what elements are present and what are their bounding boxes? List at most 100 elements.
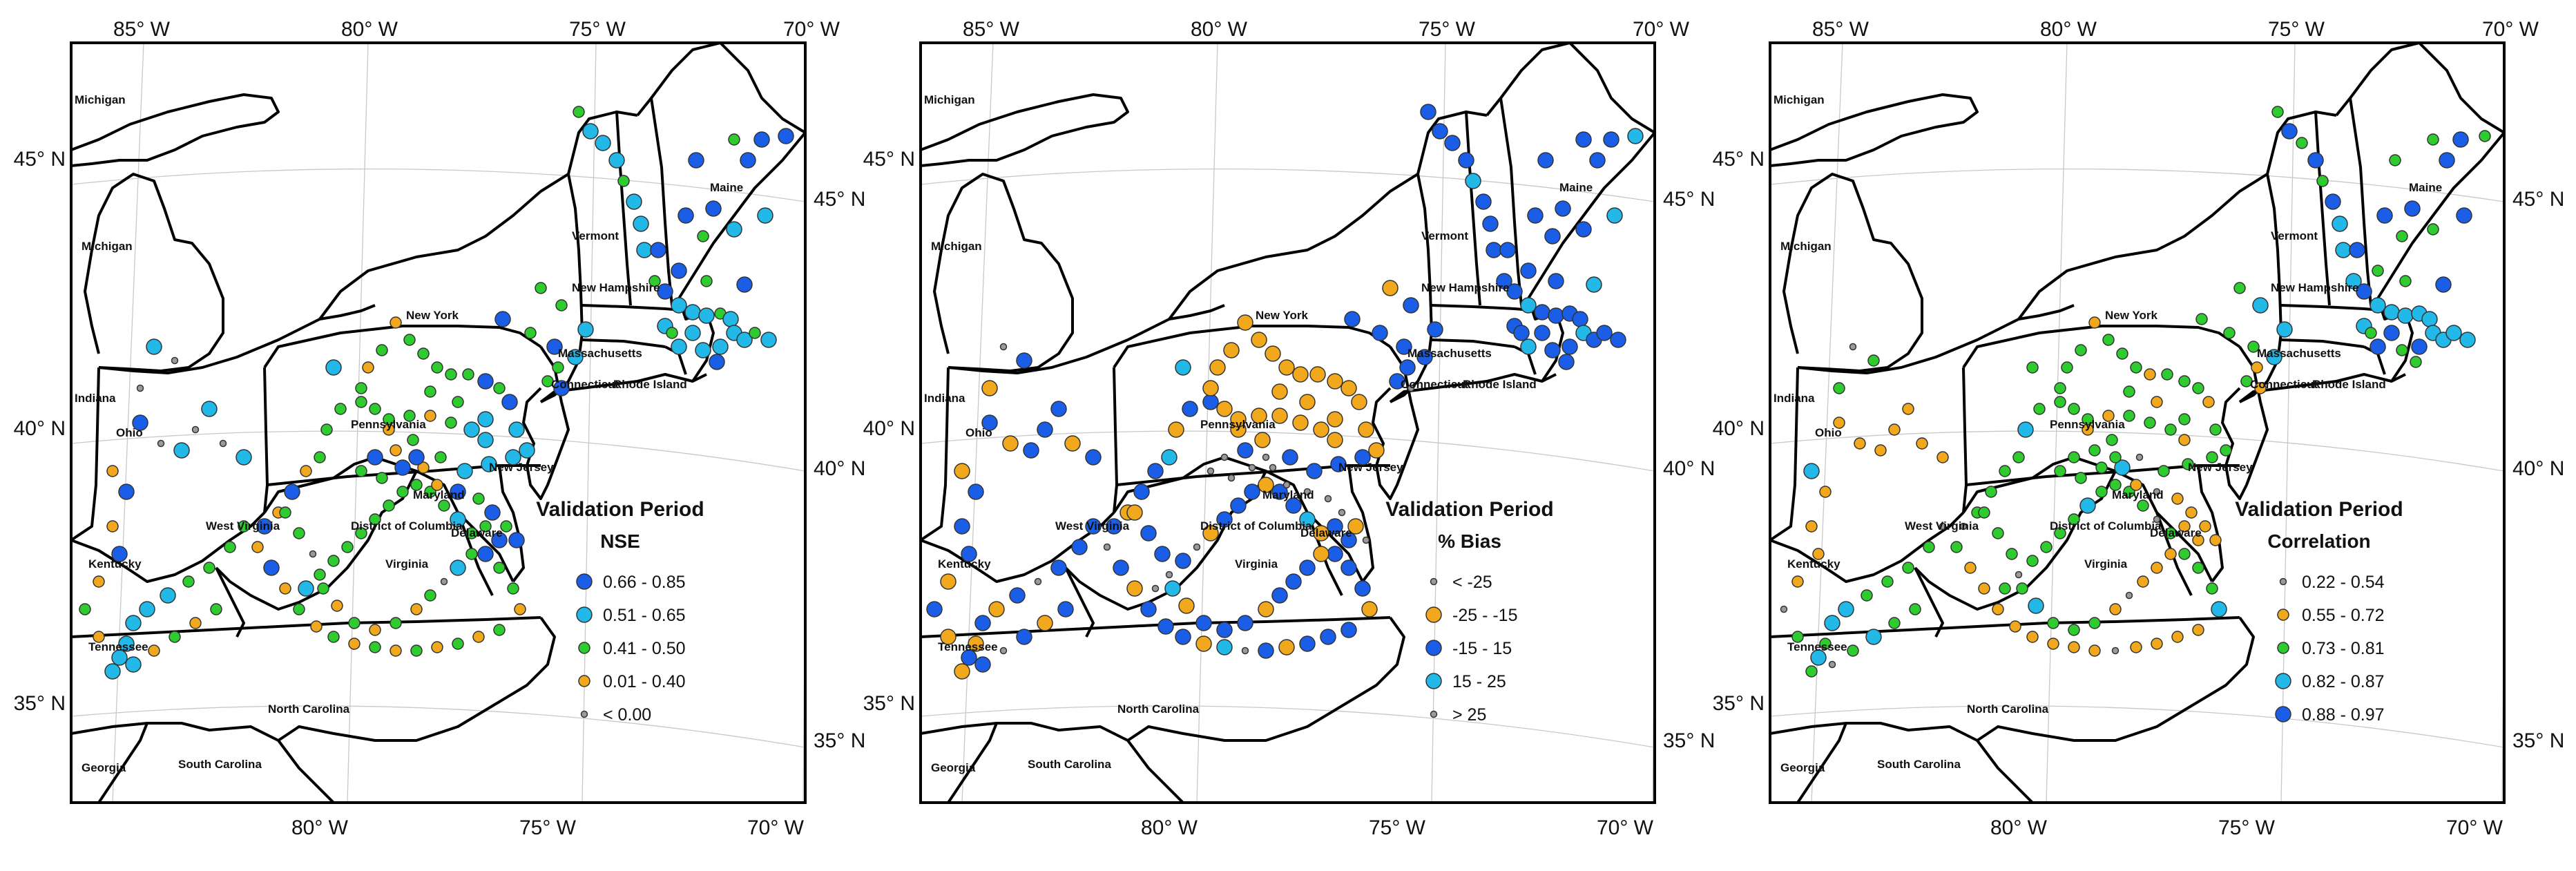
state-label: Virginia bbox=[385, 557, 429, 571]
gauge-site-marker bbox=[1368, 442, 1385, 459]
gauge-site-marker bbox=[709, 354, 725, 370]
state-label: Michigan bbox=[1780, 240, 1832, 253]
gauge-site-marker bbox=[2054, 382, 2066, 394]
gauge-site-marker bbox=[410, 644, 423, 657]
gauge-site-marker bbox=[2144, 417, 2156, 429]
gauge-site-marker bbox=[514, 603, 526, 615]
gauge-site-marker bbox=[1023, 442, 1039, 459]
gauge-site-marker bbox=[2028, 597, 2044, 614]
gauge-site-marker bbox=[2206, 451, 2218, 463]
gauge-site-marker bbox=[2247, 341, 2260, 353]
gauge-site-marker bbox=[577, 321, 594, 338]
top-longitude-label: 75° W bbox=[2268, 18, 2325, 41]
gauge-site-marker bbox=[2130, 479, 2142, 491]
legend-metric: NSE bbox=[600, 530, 640, 552]
gauge-site-marker bbox=[1819, 638, 1832, 650]
gauge-site-marker bbox=[1285, 497, 1302, 514]
gauge-site-marker bbox=[484, 504, 501, 521]
legend-class-label: < -25 bbox=[1452, 573, 1492, 592]
gauge-site-marker bbox=[2068, 641, 2080, 653]
gauge-site-marker bbox=[2459, 332, 2476, 348]
gauge-site-marker bbox=[1936, 451, 1949, 463]
gauge-site-marker bbox=[2054, 465, 2066, 477]
gauge-site-marker bbox=[940, 573, 957, 590]
gauge-site-marker bbox=[2157, 465, 2170, 477]
gauge-site-marker bbox=[298, 580, 314, 597]
gauge-site-marker bbox=[595, 135, 611, 151]
gauge-site-marker bbox=[2435, 276, 2452, 293]
legend-class-label: -15 - 15 bbox=[1452, 639, 1512, 658]
gauge-site-marker bbox=[125, 656, 142, 673]
gauge-site-marker bbox=[462, 368, 474, 381]
gauge-site-marker bbox=[1902, 403, 1914, 415]
gauge-site-marker bbox=[968, 635, 984, 652]
right-latitude-label: 40° N bbox=[1663, 457, 1715, 480]
gauge-site-marker bbox=[1520, 262, 1537, 279]
gauge-site-marker bbox=[2151, 396, 2163, 408]
state-label: West Virginia bbox=[206, 519, 280, 533]
legend-title: Validation Period bbox=[536, 498, 704, 521]
gauge-site-marker bbox=[2383, 325, 2400, 341]
state-label: Delaware bbox=[1300, 526, 1352, 539]
gauge-site-marker bbox=[403, 334, 416, 346]
legend-swatch bbox=[1430, 577, 1438, 586]
gauge-site-marker bbox=[1269, 463, 1277, 472]
gauge-site-marker bbox=[472, 631, 485, 643]
gauge-site-marker bbox=[1251, 408, 1267, 424]
state-label: Kentucky bbox=[938, 557, 991, 571]
gauge-site-marker bbox=[684, 304, 701, 320]
gauge-site-marker bbox=[2199, 520, 2211, 533]
gauge-site-marker bbox=[695, 342, 711, 358]
gauge-site-marker bbox=[1207, 467, 1215, 475]
gauge-site-marker bbox=[104, 663, 121, 680]
gauge-site-marker bbox=[1506, 283, 1523, 300]
gauge-site-marker bbox=[1133, 484, 1150, 500]
gauge-site-marker bbox=[146, 338, 162, 355]
gauge-site-marker bbox=[310, 620, 323, 633]
gauge-site-marker bbox=[1230, 497, 1247, 514]
gauge-site-marker bbox=[355, 382, 367, 394]
gauge-site-marker bbox=[1389, 373, 1405, 390]
gauge-site-marker bbox=[671, 262, 687, 279]
gauge-site-marker bbox=[778, 128, 794, 144]
gauge-site-marker bbox=[2192, 534, 2204, 546]
gauge-site-marker bbox=[1327, 432, 1343, 448]
gauge-site-marker bbox=[325, 359, 342, 376]
gauge-site-marker bbox=[424, 410, 436, 422]
gauge-site-marker bbox=[1496, 273, 1512, 289]
gauge-site-marker bbox=[1292, 414, 1309, 431]
state-label: South Carolina bbox=[1028, 758, 1111, 771]
gauge-site-marker bbox=[348, 617, 361, 629]
gauge-site-marker bbox=[424, 589, 436, 602]
gauge-site-marker bbox=[309, 550, 317, 558]
gauge-site-marker bbox=[1486, 242, 1502, 258]
gauge-site-marker bbox=[2182, 458, 2194, 470]
gauge-site-marker bbox=[1327, 373, 1343, 390]
gauge-site-marker bbox=[1195, 615, 1212, 631]
state-label: Pennsylvania bbox=[2050, 418, 2125, 431]
gauge-site-marker bbox=[712, 338, 729, 355]
gauge-site-marker bbox=[2095, 461, 2108, 474]
gauge-site-marker bbox=[210, 603, 222, 615]
gauge-site-marker bbox=[1881, 575, 1894, 588]
gauge-site-marker bbox=[111, 546, 128, 562]
gauge-site-marker bbox=[2151, 638, 2163, 650]
top-longitude-label: 85° W bbox=[1812, 18, 1869, 41]
left-latitude-label: 40° N bbox=[1713, 417, 1765, 440]
gauge-site-marker bbox=[407, 434, 419, 446]
gauge-site-marker bbox=[1427, 321, 1443, 338]
gauge-site-marker bbox=[369, 624, 381, 636]
gauge-site-marker bbox=[1465, 173, 1481, 189]
state-label: Georgia bbox=[81, 761, 126, 774]
gauge-site-marker bbox=[1838, 601, 1854, 618]
gauge-site-marker bbox=[1361, 601, 1378, 618]
gauge-site-marker bbox=[1278, 359, 1295, 376]
gauge-site-marker bbox=[1299, 511, 1316, 528]
gauge-site-marker bbox=[1034, 577, 1042, 586]
state-label: Ohio bbox=[116, 426, 143, 439]
legend-swatch bbox=[1425, 606, 1442, 623]
gauge-site-marker bbox=[2220, 444, 2232, 457]
gauge-site-marker bbox=[1888, 617, 1901, 629]
gauge-site-marker bbox=[1202, 525, 1219, 542]
state-label: District of Columbia bbox=[351, 519, 463, 533]
